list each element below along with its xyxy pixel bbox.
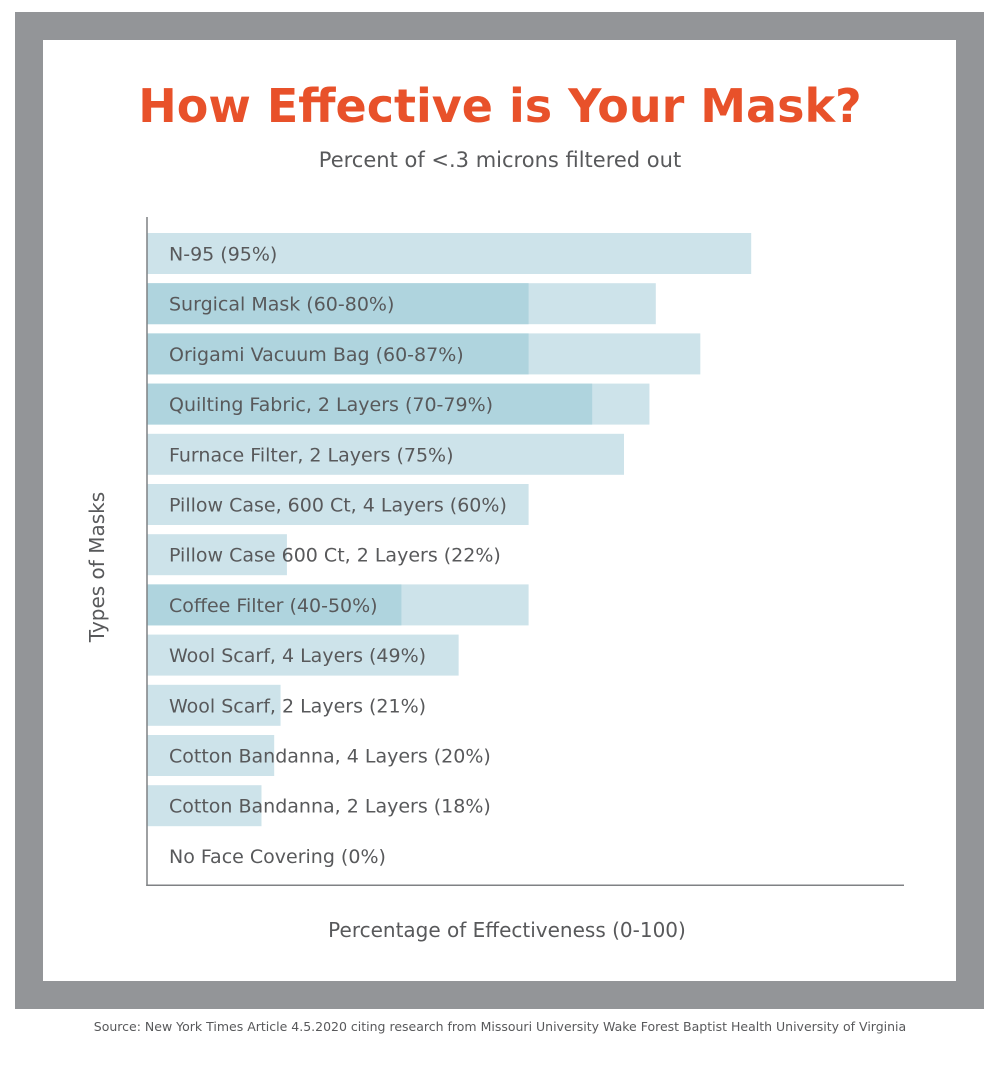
- chart-subtitle: Percent of <.3 microns filtered out: [318, 148, 682, 172]
- bar-low-1: [147, 283, 529, 325]
- bar-6: [147, 534, 287, 576]
- bar-label-10: Cotton Bandanna, 4 Layers (20%): [169, 746, 491, 768]
- bar-low-7: [147, 584, 402, 626]
- bar-9: [147, 684, 281, 726]
- bar-label-7: Coffee Filter (40-50%): [169, 595, 378, 617]
- bar-label-2: Origami Vacuum Bag (60-87%): [169, 344, 464, 366]
- bar-label-8: Wool Scarf, 4 Layers (49%): [169, 645, 426, 667]
- bar-label-12: No Face Covering (0%): [169, 846, 386, 868]
- bar-label-4: Furnace Filter, 2 Layers (75%): [169, 444, 454, 466]
- y-axis-title: Types of Masks: [85, 492, 109, 643]
- x-axis-title: Percentage of Effectiveness (0-100): [328, 918, 686, 942]
- bar-label-11: Cotton Bandanna, 2 Layers (18%): [169, 796, 491, 818]
- bar-5: [147, 484, 529, 525]
- bar-label-1: Surgical Mask (60-80%): [169, 294, 394, 316]
- bar-8: [147, 634, 459, 676]
- bar-label-0: N-95 (95%): [169, 244, 277, 266]
- bar-low-3: [147, 383, 593, 425]
- bar-0: [147, 233, 752, 274]
- source-note: Source: New York Times Article 4.5.2020 …: [93, 1019, 907, 1034]
- bar-11: [147, 785, 262, 827]
- bar-10: [147, 735, 275, 776]
- bar-low-2: [147, 333, 529, 375]
- bar-4: [147, 433, 624, 475]
- bar-label-3: Quilting Fabric, 2 Layers (70-79%): [169, 394, 493, 416]
- chart-title: How Effective is Your Mask?: [138, 79, 862, 133]
- bars-group: N-95 (95%) Surgical Mask (60-80%) Origami …: [147, 233, 752, 868]
- bar-label-6: Pillow Case 600 Ct, 2 Layers (22%): [169, 545, 501, 567]
- bar-label-5: Pillow Case, 600 Ct, 4 Layers (60%): [169, 495, 507, 517]
- bar-label-9: Wool Scarf, 2 Layers (21%): [169, 695, 426, 717]
